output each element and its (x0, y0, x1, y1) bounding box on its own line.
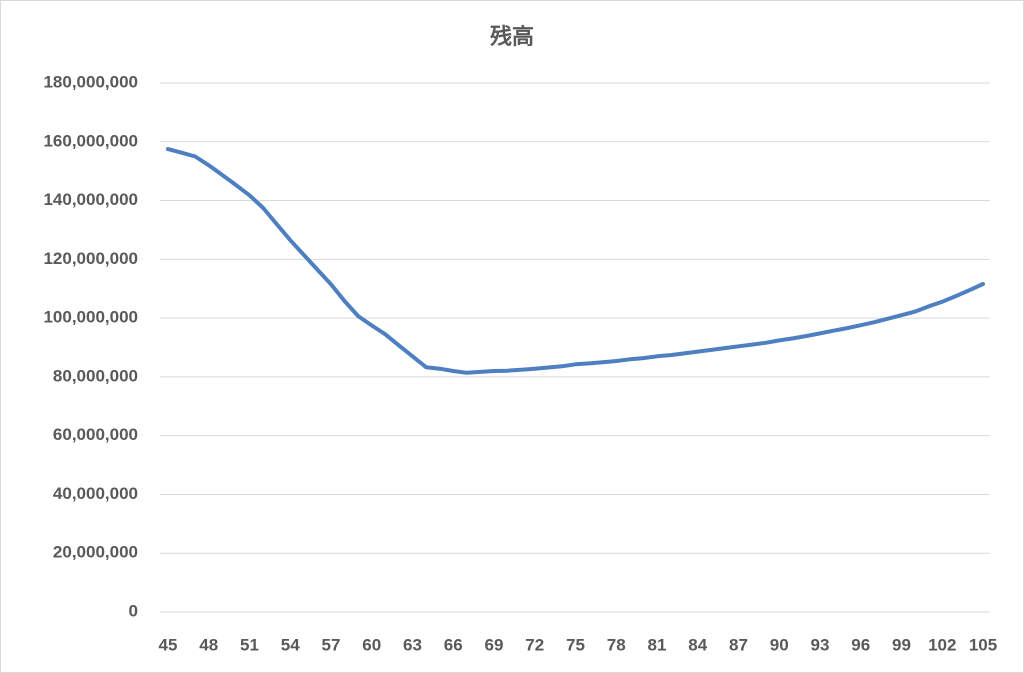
x-tick-label: 90 (770, 635, 789, 654)
y-tick-label: 60,000,000 (53, 425, 138, 444)
y-tick-label: 180,000,000 (43, 72, 138, 91)
y-tick-label: 20,000,000 (53, 543, 138, 562)
y-tick-label: 140,000,000 (43, 190, 138, 209)
x-tick-label: 48 (199, 635, 218, 654)
x-tick-label: 96 (851, 635, 870, 654)
x-tick-label: 69 (485, 635, 504, 654)
y-tick-label: 40,000,000 (53, 484, 138, 503)
y-tick-label: 80,000,000 (53, 366, 138, 385)
x-tick-label: 54 (281, 635, 300, 654)
x-tick-label: 60 (362, 635, 381, 654)
x-tick-label: 66 (444, 635, 463, 654)
x-tick-label: 84 (688, 635, 707, 654)
x-tick-label: 78 (607, 635, 626, 654)
y-tick-label: 160,000,000 (43, 131, 138, 150)
x-tick-label: 51 (240, 635, 259, 654)
x-tick-label: 102 (928, 635, 956, 654)
x-tick-label: 105 (969, 635, 997, 654)
x-tick-label: 93 (811, 635, 830, 654)
y-tick-label: 0 (129, 601, 138, 620)
x-tick-label: 99 (892, 635, 911, 654)
x-tick-label: 81 (648, 635, 667, 654)
x-tick-label: 45 (159, 635, 178, 654)
y-tick-label: 100,000,000 (43, 308, 138, 327)
x-tick-label: 72 (525, 635, 544, 654)
x-tick-label: 57 (322, 635, 341, 654)
chart-title: 残高 (490, 24, 534, 49)
data-line (166, 147, 985, 375)
y-tick-label: 120,000,000 (43, 249, 138, 268)
x-tick-label: 75 (566, 635, 585, 654)
x-tick-label: 87 (729, 635, 748, 654)
x-tick-label: 63 (403, 635, 422, 654)
